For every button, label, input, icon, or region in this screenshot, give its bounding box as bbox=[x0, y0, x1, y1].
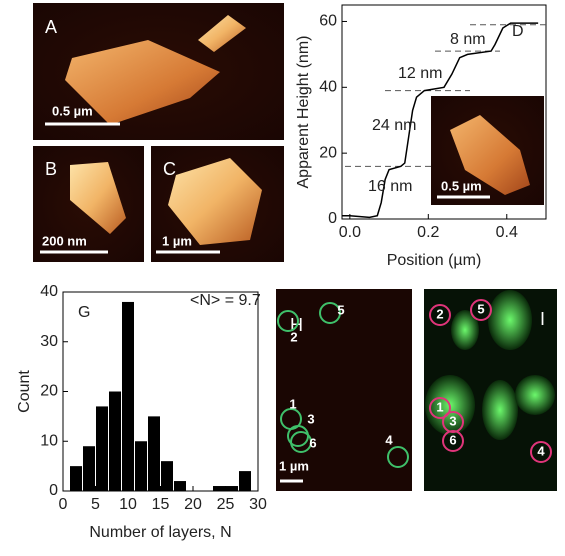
step-annotation: 12 nm bbox=[398, 65, 442, 82]
y-tick-label: 20 bbox=[319, 144, 337, 161]
marker-label: 4 bbox=[385, 432, 393, 447]
panel-letter: A bbox=[45, 17, 57, 37]
marker-circle bbox=[290, 431, 312, 453]
scale-bar-label: 1 µm bbox=[162, 233, 192, 248]
marker-circle bbox=[319, 302, 341, 324]
x-tick-label: 25 bbox=[217, 496, 235, 513]
marker-circle bbox=[387, 446, 409, 468]
marker-label: 3 bbox=[449, 413, 456, 428]
marker-circle bbox=[429, 304, 451, 326]
panel-letter: D bbox=[512, 23, 524, 40]
marker-circle bbox=[429, 397, 451, 419]
marker-circle bbox=[470, 299, 492, 321]
marker-label: 2 bbox=[290, 329, 297, 344]
afm-images bbox=[33, 3, 557, 491]
scale-bar-label: 0.5 µm bbox=[52, 103, 93, 118]
step-annotation: 8 nm bbox=[450, 31, 486, 48]
bar bbox=[83, 446, 95, 491]
x-axis-label: Number of layers, N bbox=[89, 524, 231, 541]
panel-letter: I bbox=[540, 309, 545, 329]
y-axis-label: Count bbox=[16, 370, 33, 413]
x-tick-label: 0.2 bbox=[417, 224, 439, 241]
x-tick-label: 5 bbox=[91, 496, 100, 513]
x-tick-label: 30 bbox=[249, 496, 267, 513]
y-tick-label: 20 bbox=[40, 383, 58, 400]
x-axis-label: Position (µm) bbox=[387, 252, 482, 269]
step-annotation: 24 nm bbox=[372, 117, 416, 134]
scale-bar-label: 1 µm bbox=[279, 458, 309, 473]
plot-frame bbox=[341, 4, 547, 220]
panel-letter: C bbox=[163, 159, 176, 179]
marker-label: 1 bbox=[289, 396, 296, 411]
y-tick-label: 0 bbox=[328, 210, 337, 227]
y-axis-label: Apparent Height (nm) bbox=[295, 36, 312, 189]
x-tick-label: 0 bbox=[59, 496, 68, 513]
bar bbox=[213, 486, 225, 491]
bar bbox=[174, 481, 186, 491]
bar bbox=[70, 466, 82, 491]
marker-label: 5 bbox=[477, 301, 484, 316]
y-tick-label: 40 bbox=[40, 283, 58, 300]
panel-letter: B bbox=[45, 159, 57, 179]
x-tick-label: 20 bbox=[184, 496, 202, 513]
bar bbox=[161, 461, 173, 491]
x-tick-label: 0.4 bbox=[496, 224, 518, 241]
marker-circle bbox=[277, 310, 299, 332]
x-tick-label: 15 bbox=[152, 496, 170, 513]
y-tick-label: 40 bbox=[319, 79, 337, 96]
y-tick-label: 30 bbox=[40, 333, 58, 350]
bar bbox=[148, 416, 160, 491]
bar bbox=[122, 301, 134, 491]
mean-annotation: <N> = 9.7 bbox=[190, 292, 261, 309]
x-tick-label: 0.0 bbox=[339, 224, 361, 241]
marker-label: 1 bbox=[436, 399, 443, 414]
bar bbox=[135, 441, 147, 491]
bar bbox=[109, 391, 121, 491]
y-tick-label: 0 bbox=[49, 482, 58, 499]
marker-label: 2 bbox=[436, 306, 443, 321]
profile-line bbox=[342, 22, 539, 219]
marker-label: 4 bbox=[537, 443, 545, 458]
marker-circle bbox=[530, 441, 552, 463]
marker-circle bbox=[442, 430, 464, 452]
step-annotation: 16 nm bbox=[368, 178, 412, 195]
y-tick-label: 10 bbox=[40, 432, 58, 449]
scale-bar-label: 0.5 µm bbox=[441, 178, 482, 193]
marker-label: 6 bbox=[449, 432, 456, 447]
bar bbox=[96, 406, 108, 491]
marker-label: 3 bbox=[307, 411, 314, 426]
x-tick-label: 10 bbox=[119, 496, 137, 513]
y-tick-label: 60 bbox=[319, 13, 337, 30]
marker-label: 5 bbox=[337, 302, 344, 317]
bar bbox=[239, 471, 251, 491]
scale-bar-label: 200 nm bbox=[42, 233, 87, 248]
bar bbox=[226, 486, 238, 491]
marker-label: 6 bbox=[309, 435, 316, 450]
panel-letter: G bbox=[78, 304, 90, 321]
